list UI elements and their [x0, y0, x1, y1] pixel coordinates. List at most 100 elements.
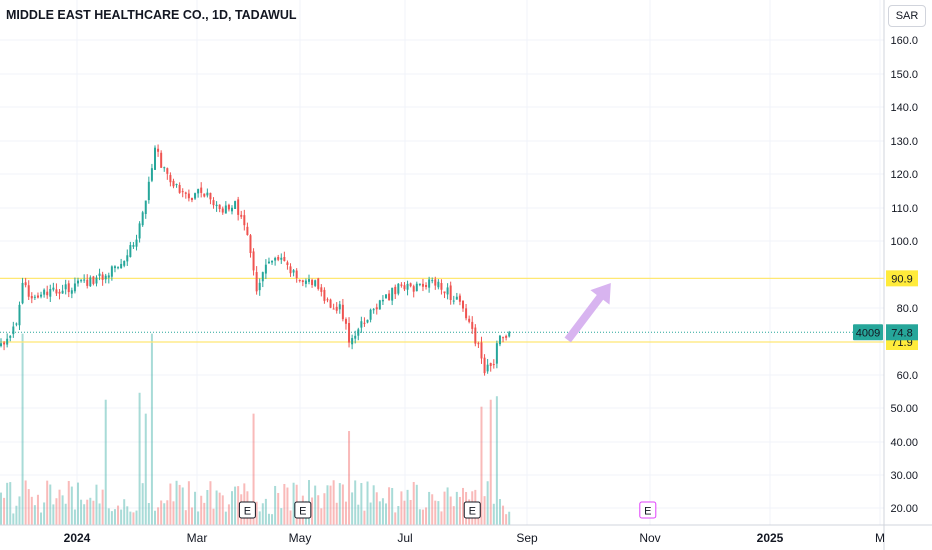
candle[interactable] [261, 271, 264, 288]
candle[interactable] [400, 282, 403, 288]
candle[interactable] [141, 210, 144, 227]
candle[interactable] [21, 277, 24, 305]
candle[interactable] [73, 277, 76, 294]
candle[interactable] [385, 294, 387, 299]
candle[interactable] [160, 150, 163, 168]
horizontal-levels[interactable] [0, 277, 884, 343]
candle[interactable] [366, 319, 369, 324]
candle[interactable] [221, 206, 224, 215]
candle[interactable] [372, 307, 375, 314]
candle[interactable] [378, 299, 381, 310]
price-axis[interactable]: 160.0 150.0 140.0 130.0 120.0 110.0 100.0 80.0 6… [883, 0, 932, 550]
earnings-marker-box[interactable] [463, 501, 481, 519]
candle[interactable] [70, 287, 73, 299]
candle[interactable] [295, 268, 298, 283]
candle[interactable] [320, 284, 323, 297]
candle[interactable] [123, 260, 126, 268]
candle[interactable] [98, 268, 101, 281]
candle[interactable] [166, 167, 169, 180]
candle[interactable] [264, 259, 267, 279]
earnings-marker[interactable]: E [294, 501, 312, 519]
earnings-marker[interactable]: E [238, 501, 256, 519]
earnings-marker-box[interactable] [294, 501, 312, 519]
candle[interactable] [64, 279, 67, 295]
candle[interactable] [40, 291, 43, 299]
candle[interactable] [474, 324, 477, 347]
trend-arrow[interactable] [564, 283, 611, 343]
candle[interactable] [55, 283, 58, 296]
candle[interactable] [428, 276, 431, 293]
candle[interactable] [0, 338, 2, 348]
candle[interactable] [83, 274, 86, 283]
candle[interactable] [495, 340, 498, 369]
candle[interactable] [369, 308, 372, 323]
candle[interactable] [129, 241, 132, 258]
candle[interactable] [157, 144, 160, 157]
candle[interactable] [95, 275, 98, 287]
candle[interactable] [348, 317, 351, 348]
candle[interactable] [27, 280, 30, 301]
candle[interactable] [403, 282, 406, 292]
candle[interactable] [344, 317, 347, 330]
candle[interactable] [283, 251, 286, 262]
candle[interactable] [197, 188, 200, 198]
candle[interactable] [52, 282, 55, 292]
candle[interactable] [477, 341, 480, 349]
candle[interactable] [498, 334, 501, 347]
candle[interactable] [147, 176, 150, 204]
candle[interactable] [190, 197, 193, 203]
candle[interactable] [486, 358, 489, 374]
candle[interactable] [421, 278, 424, 292]
candle[interactable] [24, 277, 27, 288]
candle[interactable] [61, 284, 64, 294]
candle[interactable] [415, 281, 418, 292]
candle[interactable] [354, 330, 357, 344]
candle[interactable] [154, 145, 156, 170]
candle[interactable] [465, 303, 468, 321]
candle[interactable] [86, 274, 89, 289]
candle[interactable] [502, 336, 505, 343]
candle[interactable] [246, 222, 249, 236]
candle[interactable] [172, 178, 175, 189]
candle[interactable] [332, 303, 335, 310]
candle[interactable] [58, 289, 61, 300]
candle[interactable] [394, 284, 397, 300]
candle[interactable] [292, 268, 295, 277]
candle[interactable] [323, 287, 326, 304]
candle[interactable] [187, 189, 190, 202]
candle[interactable] [267, 257, 270, 265]
candle[interactable] [43, 288, 46, 298]
candle[interactable] [298, 279, 301, 283]
candle[interactable] [304, 278, 307, 288]
candle[interactable] [218, 204, 221, 213]
candle[interactable] [6, 333, 9, 348]
candle[interactable] [126, 249, 129, 266]
candle[interactable] [280, 253, 283, 264]
candle[interactable] [341, 298, 344, 322]
candle[interactable] [357, 327, 360, 341]
candle[interactable] [203, 193, 206, 198]
candle[interactable] [301, 279, 304, 287]
candle[interactable] [431, 277, 434, 284]
candle[interactable] [215, 201, 218, 212]
candle[interactable] [308, 274, 310, 285]
earnings-marker-box[interactable] [238, 501, 256, 519]
candle[interactable] [391, 287, 394, 306]
candle[interactable] [33, 294, 36, 301]
candle[interactable] [144, 200, 147, 219]
candle[interactable] [77, 277, 79, 287]
candle[interactable] [351, 334, 354, 350]
candle[interactable] [317, 277, 320, 291]
candle[interactable] [483, 354, 486, 376]
candle[interactable] [89, 275, 92, 287]
candle[interactable] [471, 316, 474, 334]
candle[interactable] [360, 316, 363, 333]
candle[interactable] [440, 279, 443, 295]
candle[interactable] [132, 242, 135, 249]
candle[interactable] [480, 336, 483, 364]
candle[interactable] [258, 278, 261, 296]
candle[interactable] [67, 280, 70, 298]
earnings-marker-box[interactable] [639, 501, 657, 519]
candle[interactable] [508, 330, 511, 338]
